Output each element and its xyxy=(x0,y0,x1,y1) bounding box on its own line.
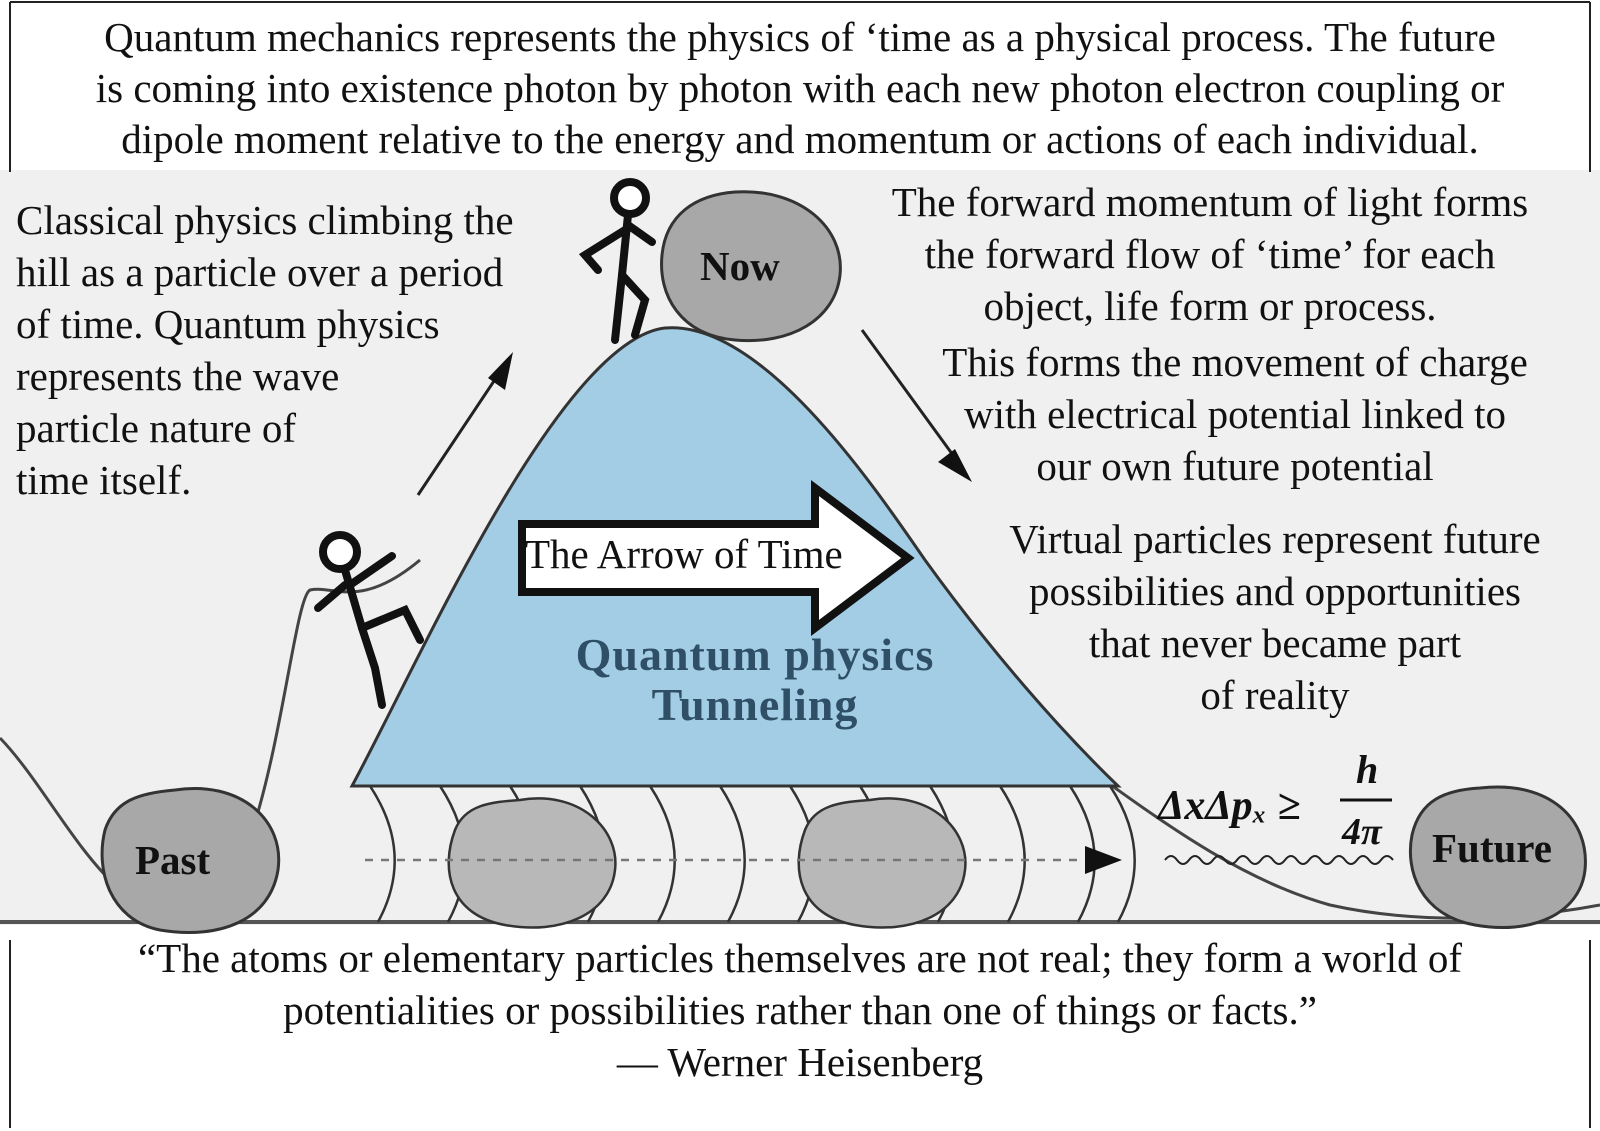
future-ball xyxy=(1408,785,1587,930)
intro-line: is coming into existence photon by photo… xyxy=(95,65,1505,111)
tunnel-arrowhead-icon xyxy=(1085,846,1122,874)
quote-line: “The atoms or elementary particles thems… xyxy=(137,935,1462,981)
note-line: object, life form or process. xyxy=(983,283,1437,329)
note-line: This forms the movement of charge xyxy=(942,339,1528,385)
intro-paragraph: Quantum mechanics represents the physics… xyxy=(0,12,1600,165)
note-line: particle nature of xyxy=(16,405,297,451)
note-line: with electrical potential linked to xyxy=(964,391,1506,437)
note-line: The forward momentum of light forms xyxy=(891,179,1529,225)
past-label: Past xyxy=(135,837,211,883)
note-line: represents the wave xyxy=(16,353,340,399)
arrow-of-time-label: The Arrow of Time xyxy=(525,531,843,577)
uncertainty-formula-lhs: ΔxΔpₓ ≥ xyxy=(1158,783,1301,829)
virtual-particles-note: Virtual particles represent future possi… xyxy=(960,513,1590,721)
climb-arrowhead-icon xyxy=(488,352,513,390)
charge-movement-note: This forms the movement of charge with e… xyxy=(900,336,1570,492)
stick-figure-at-top-icon xyxy=(578,178,656,344)
tunneling-label-line: Tunneling xyxy=(651,679,859,730)
descend-arrowhead-icon xyxy=(938,449,972,482)
note-line: of time. Quantum physics xyxy=(16,301,440,347)
note-line: time itself. xyxy=(16,457,192,503)
wavy-line-icon xyxy=(1164,855,1394,865)
uncertainty-formula-numerator: h xyxy=(1356,747,1379,792)
classical-physics-note: Classical physics climbing the hill as a… xyxy=(16,194,514,506)
past-ball xyxy=(100,787,281,934)
uncertainty-formula-denominator: 4π xyxy=(1342,811,1382,853)
stick-figure-climbing-icon xyxy=(314,531,424,709)
tunneling-label-line: Quantum physics xyxy=(575,629,935,680)
forward-momentum-note: The forward momentum of light forms the … xyxy=(850,176,1570,332)
note-line: that never became part xyxy=(1088,620,1462,666)
future-label: Future xyxy=(1432,825,1552,871)
tunnel-particles xyxy=(447,797,967,929)
descend-arrow-line xyxy=(860,329,960,463)
note-line: Virtual particles represent future xyxy=(1009,516,1541,562)
note-line: our own future potential xyxy=(1036,443,1434,489)
quote-line: potentialities or possibilities rather t… xyxy=(283,987,1317,1033)
quantum-tunneling-label: Quantum physics Tunneling xyxy=(520,630,990,730)
quote-attribution: — Werner Heisenberg xyxy=(616,1039,984,1085)
intro-line: dipole moment relative to the energy and… xyxy=(121,116,1479,162)
climb-arrow-line xyxy=(416,371,502,496)
note-line: possibilities and opportunities xyxy=(1029,568,1521,614)
intro-line: Quantum mechanics represents the physics… xyxy=(104,14,1496,60)
now-label: Now xyxy=(700,243,780,289)
note-line: hill as a particle over a period xyxy=(16,249,504,295)
note-line: of reality xyxy=(1200,672,1350,718)
note-line: the forward flow of ‘time’ for each xyxy=(924,231,1496,277)
hollow-arrow-right-icon xyxy=(518,479,915,637)
now-ball xyxy=(660,190,842,343)
heisenberg-quote: “The atoms or elementary particles thems… xyxy=(0,932,1600,1088)
note-line: Classical physics climbing the xyxy=(16,197,514,243)
